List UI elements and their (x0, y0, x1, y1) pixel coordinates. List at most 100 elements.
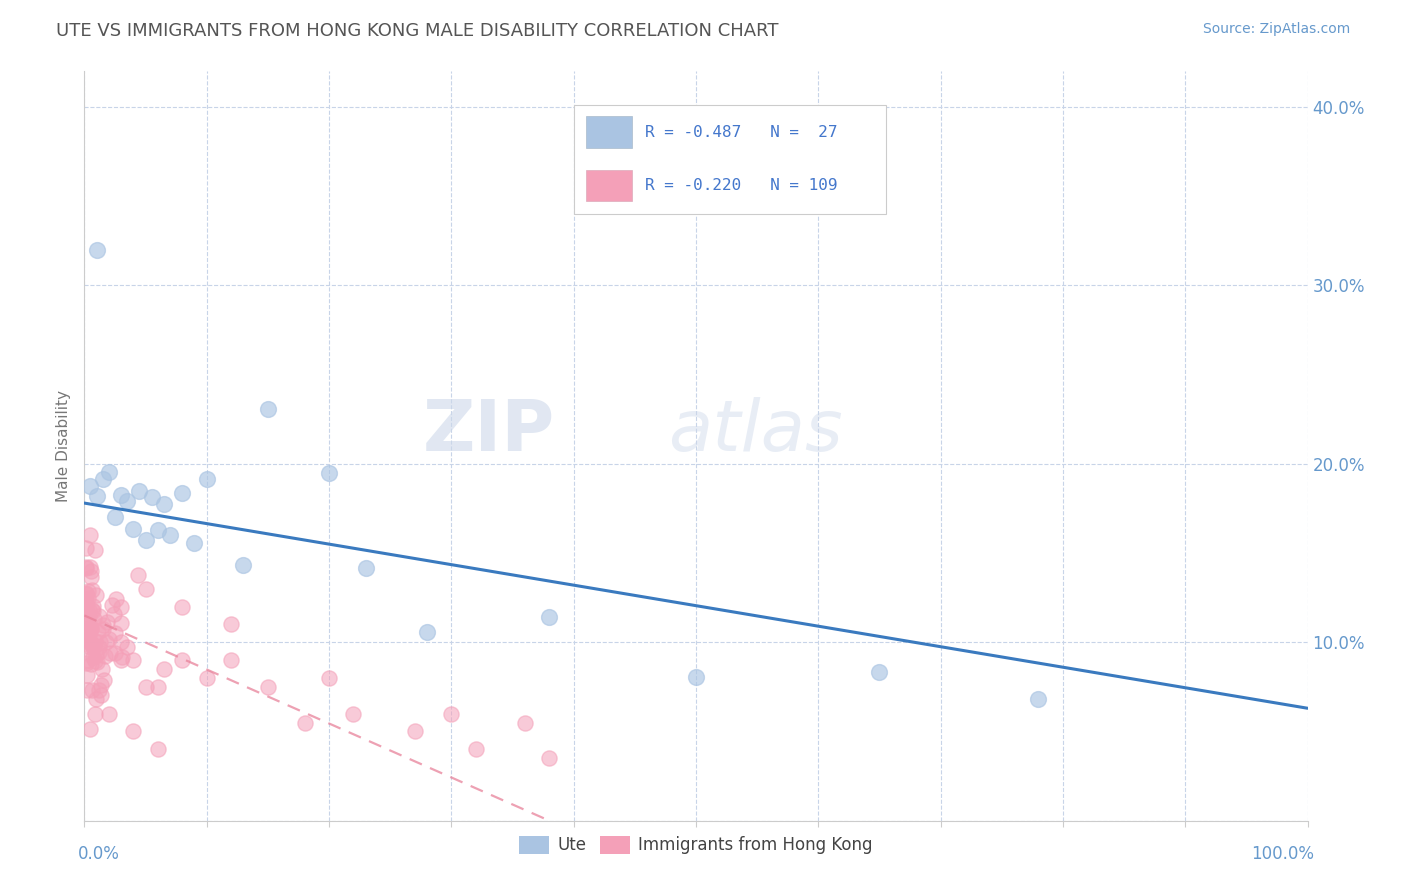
Point (538, 751, 561, 765)
Text: R = -0.487   N =  27: R = -0.487 N = 27 (644, 125, 837, 139)
Point (79, 623, 101, 637)
Point (93, 673, 115, 687)
Point (75, 585, 97, 599)
Point (172, 653, 194, 667)
Point (75, 637, 97, 651)
Text: atlas: atlas (668, 397, 842, 466)
Point (115, 640, 138, 654)
Point (77, 626, 100, 640)
Point (538, 609, 561, 624)
Point (86, 243, 108, 257)
Point (80, 621, 103, 635)
Point (77, 591, 100, 606)
Point (318, 671, 340, 685)
Point (89, 682, 111, 697)
Point (115, 494, 138, 508)
Point (80, 564, 103, 578)
Point (1028, 691, 1050, 706)
Point (513, 715, 536, 730)
Point (75, 559, 97, 574)
Point (82, 640, 104, 654)
Point (87, 624, 110, 639)
Point (404, 724, 426, 739)
Point (342, 706, 364, 721)
Point (90, 688, 112, 702)
Point (79, 640, 101, 655)
Text: 0.0%: 0.0% (79, 845, 120, 863)
Point (79, 603, 101, 617)
Point (146, 523, 169, 537)
FancyBboxPatch shape (586, 169, 633, 201)
Point (685, 670, 707, 684)
Point (76, 614, 98, 628)
Point (75, 602, 97, 616)
Point (86, 655, 108, 669)
Point (159, 528, 181, 542)
Point (128, 483, 150, 498)
Text: 100.0%: 100.0% (1251, 845, 1313, 863)
Point (219, 653, 242, 667)
Point (135, 533, 157, 548)
Point (294, 715, 316, 730)
Point (75, 627, 97, 641)
Point (104, 646, 127, 660)
Point (183, 536, 205, 550)
Point (104, 510, 127, 524)
Point (87, 640, 110, 655)
Point (80, 583, 103, 598)
Point (84, 648, 107, 663)
Point (110, 488, 132, 502)
FancyBboxPatch shape (574, 105, 886, 214)
Point (135, 680, 157, 694)
Point (76, 682, 98, 697)
Point (76, 652, 98, 666)
Text: ZIP: ZIP (423, 397, 555, 466)
Point (82, 650, 104, 665)
Point (89, 635, 111, 649)
Point (232, 558, 254, 573)
Point (464, 742, 486, 756)
Point (103, 607, 125, 621)
Point (146, 742, 169, 756)
Point (219, 617, 242, 632)
Point (354, 561, 377, 575)
Point (75, 622, 97, 636)
Point (146, 680, 169, 694)
Point (79, 559, 101, 574)
Point (76, 667, 98, 681)
Point (98, 646, 121, 660)
Point (94, 634, 117, 648)
Point (110, 599, 132, 614)
Point (89, 609, 111, 624)
Point (75, 592, 97, 607)
Point (80, 657, 103, 671)
Point (127, 568, 149, 582)
Point (93, 618, 115, 632)
Point (77, 632, 100, 646)
Point (75, 587, 97, 601)
Point (80, 622, 103, 636)
Point (172, 599, 194, 614)
Point (77, 630, 100, 644)
Point (97, 632, 120, 646)
Point (122, 724, 145, 739)
Point (76, 607, 98, 622)
Point (75, 610, 97, 624)
Text: Source: ZipAtlas.com: Source: ZipAtlas.com (1202, 22, 1350, 37)
Point (83, 638, 105, 652)
Point (84, 634, 107, 648)
Point (101, 598, 124, 612)
Point (153, 662, 176, 676)
Point (82, 604, 104, 618)
Point (75, 657, 97, 671)
Point (86, 489, 108, 503)
Point (122, 653, 145, 667)
Point (110, 653, 132, 667)
Point (83, 543, 105, 558)
Point (318, 466, 340, 480)
Point (84, 588, 107, 602)
Point (122, 522, 145, 536)
Point (76, 583, 98, 598)
Point (84, 692, 107, 706)
Point (82, 682, 104, 697)
